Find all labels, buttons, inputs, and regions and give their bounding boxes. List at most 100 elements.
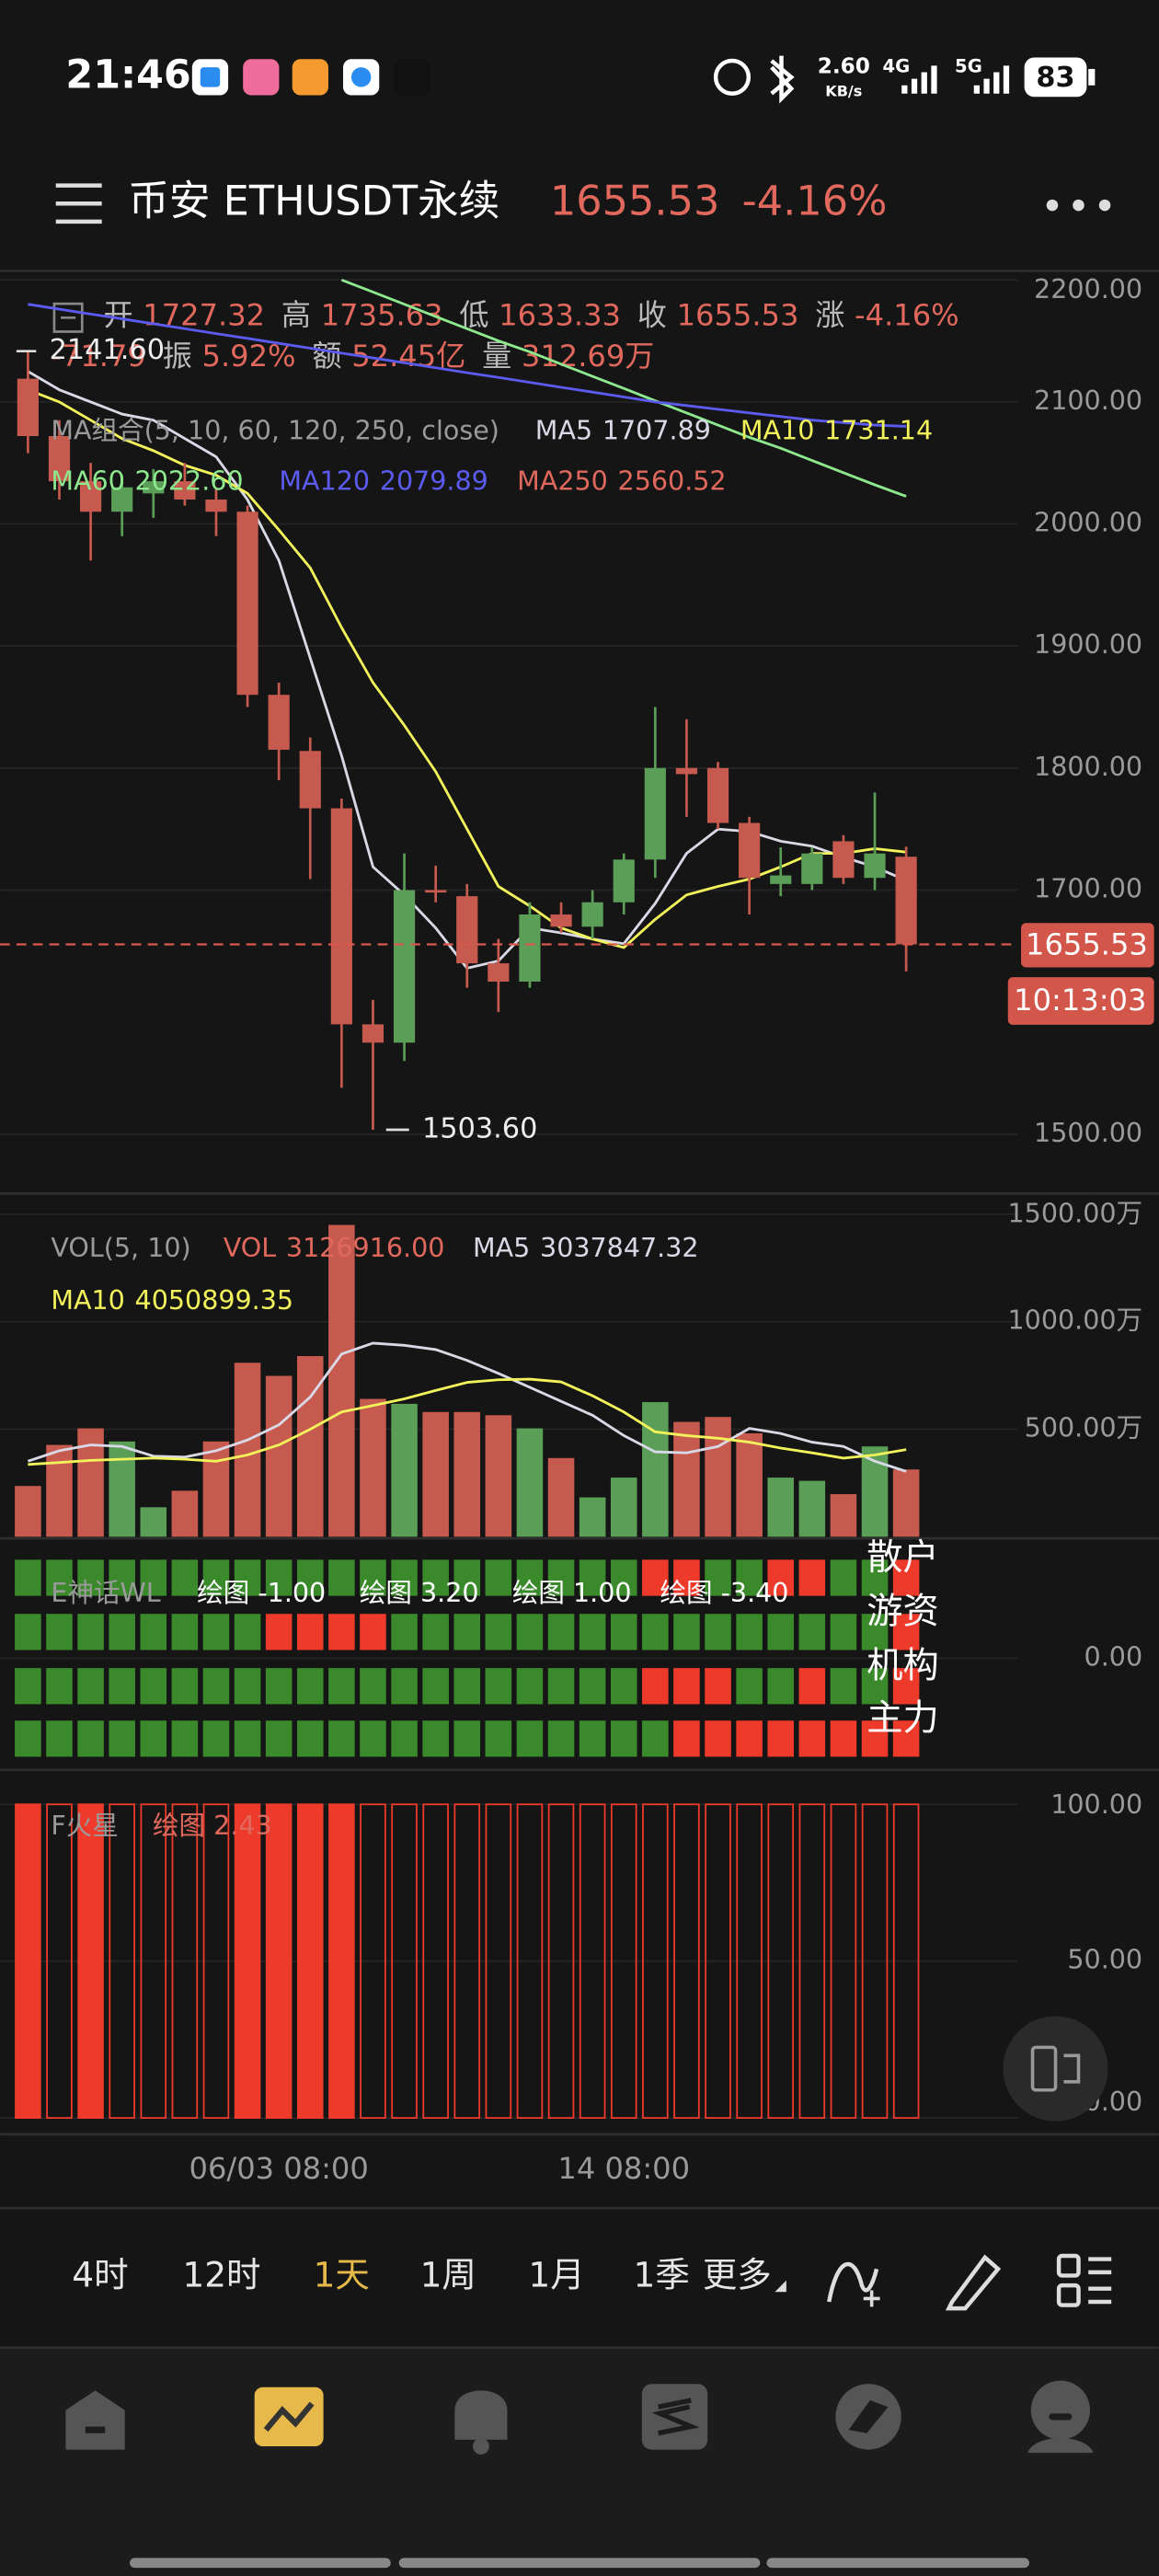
signal-cell — [171, 1614, 199, 1650]
signal-cell — [485, 1559, 512, 1596]
indicator-button[interactable] — [827, 2261, 880, 2307]
signal-cell — [46, 1720, 73, 1757]
net-speed: 2.60 — [818, 54, 870, 79]
header-price: 1655.53 — [550, 177, 719, 224]
signal-cell — [453, 1720, 481, 1757]
signal-cell — [453, 1614, 481, 1650]
candle-body — [644, 767, 666, 860]
legend-value: 3126916.00 — [286, 1232, 445, 1263]
signal-cell — [391, 1720, 418, 1757]
info-label: 高 — [281, 297, 311, 332]
signal-cell — [767, 1614, 795, 1650]
y-tick-label: 100.00 — [1050, 1788, 1142, 1820]
timeframe-tab[interactable]: 1天 — [314, 2255, 370, 2295]
timeframe-tab[interactable]: 1季 — [634, 2255, 690, 2295]
signal-cell — [140, 1668, 167, 1705]
indicator-title: F火星 — [51, 1810, 119, 1841]
info-value: 1727.32 — [143, 297, 265, 332]
signal-cell — [15, 1614, 41, 1650]
y-tick-label: 1500.00万 — [1008, 1198, 1143, 1229]
candle-body — [174, 481, 196, 500]
draw-button[interactable] — [945, 2254, 1002, 2311]
signal-cell — [861, 1720, 889, 1757]
menu-button[interactable] — [55, 183, 102, 224]
signal-cell — [109, 1559, 135, 1596]
volume-bar — [328, 1225, 355, 1537]
signal-cell — [861, 1614, 889, 1650]
signal-cell — [610, 1720, 637, 1757]
timeframe-tab[interactable]: 1月 — [528, 2255, 584, 2295]
signal-cell — [485, 1720, 512, 1757]
volume-ma-line — [28, 1377, 907, 1466]
symbol-title[interactable]: 币安 ETHUSDT永续 — [128, 177, 499, 224]
candle-body — [79, 481, 102, 512]
candle-body — [456, 896, 478, 964]
candle-body — [236, 512, 258, 696]
signal-cell — [547, 1559, 575, 1596]
collapse-toggle[interactable] — [52, 302, 84, 333]
timeframe-tab[interactable]: 1周 — [420, 2255, 476, 2295]
volume-bar — [516, 1428, 544, 1537]
status-icons — [713, 55, 1096, 104]
signal-cell — [171, 1559, 199, 1596]
signal-cell — [202, 1614, 230, 1650]
dropdown-arrow — [775, 2280, 786, 2293]
signal-bar — [140, 1803, 167, 2119]
info-label: 开 — [103, 297, 132, 332]
y-tick-label: 0.00 — [1084, 1640, 1143, 1672]
y-tick-label: 1800.00 — [1034, 751, 1142, 782]
volume-bar — [767, 1478, 795, 1537]
signal-cell — [516, 1668, 544, 1705]
signal-cell — [265, 1559, 293, 1596]
last-price-tag — [1021, 923, 1154, 968]
signal-cell — [485, 1614, 512, 1650]
signal-cell — [328, 1559, 355, 1596]
signal-cell — [767, 1668, 795, 1705]
volume-bar — [46, 1444, 73, 1537]
signal-label: 5G — [955, 56, 982, 77]
signal-bar — [642, 1803, 669, 2119]
header-change: -4.16% — [742, 177, 888, 224]
signal-cell — [296, 1559, 324, 1596]
legend-name: MA120 — [279, 466, 370, 497]
y-tick-label: 1900.00 — [1034, 628, 1142, 660]
timeframe-tab[interactable]: 12时 — [182, 2255, 260, 2295]
signal-cell — [673, 1720, 700, 1757]
volume-bar — [109, 1441, 135, 1537]
signal-cell — [516, 1720, 544, 1757]
signal-bar — [767, 1803, 795, 2119]
signal-cell — [485, 1668, 512, 1705]
info-value: 52.45亿 — [351, 339, 465, 374]
candle-body — [299, 751, 321, 809]
signal-cell — [673, 1559, 700, 1596]
candle-body — [706, 767, 729, 823]
indicator-value: 绘图 3.20 — [360, 1577, 479, 1608]
signal-cell — [360, 1559, 386, 1596]
volume-ma-line — [27, 1341, 907, 1473]
legend-value: 4050899.35 — [135, 1284, 294, 1316]
signal-cell — [15, 1720, 41, 1757]
timeframe-tab[interactable]: 4时 — [72, 2255, 128, 2295]
signal-bar — [705, 1803, 731, 2119]
signal-cell — [798, 1668, 826, 1705]
signal-cell — [46, 1614, 73, 1650]
volume-bar — [15, 1486, 41, 1537]
signal-bar — [422, 1803, 449, 2119]
float-button[interactable] — [1003, 2016, 1108, 2122]
candle-body — [17, 378, 39, 436]
info-label: 涨 — [815, 297, 844, 332]
signal-cell — [328, 1614, 355, 1650]
signal-cell — [767, 1559, 795, 1596]
signal-cell — [328, 1668, 355, 1705]
volume-bar — [579, 1497, 606, 1537]
indicator-value: 绘图 1.00 — [512, 1577, 632, 1608]
timeframe-tab[interactable]: 更多 — [703, 2255, 772, 2295]
more-button[interactable] — [1046, 199, 1111, 212]
legend-entry: MA10 4050899.35 — [51, 1284, 293, 1316]
legend-name: MA60 — [51, 466, 124, 497]
legend-name: MA10 — [51, 1284, 124, 1316]
signal-cell — [547, 1668, 575, 1705]
dividers — [0, 270, 1159, 2350]
low-label: 1503.60 — [422, 1113, 537, 1145]
layout-button[interactable] — [1056, 2253, 1112, 2307]
